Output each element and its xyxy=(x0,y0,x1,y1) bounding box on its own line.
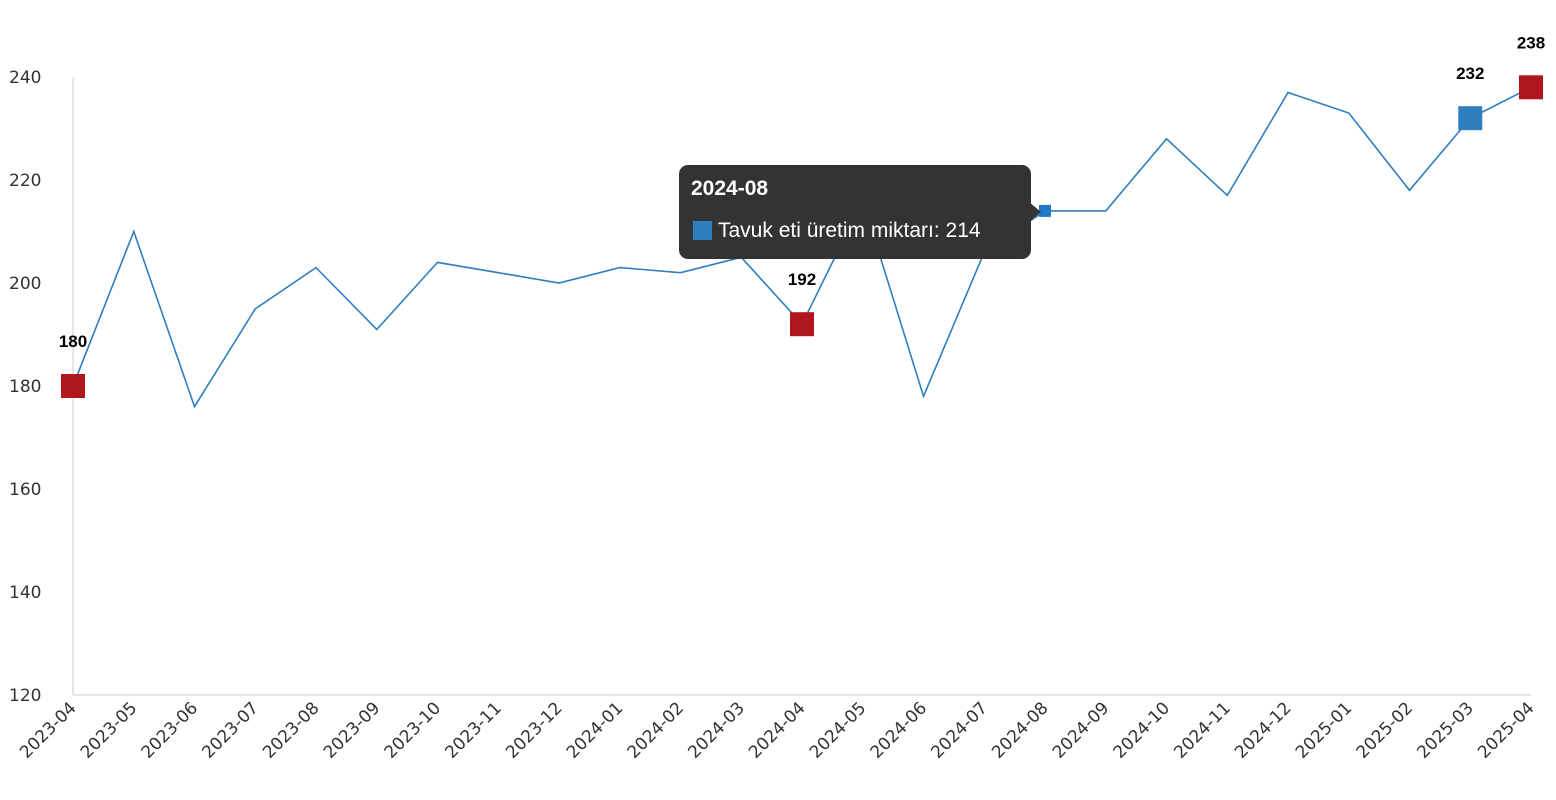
x-tick-label: 2024-08 xyxy=(988,698,1052,762)
x-tick-label: 2023-10 xyxy=(381,698,445,762)
x-tick-label: 2025-03 xyxy=(1413,698,1477,762)
highlight-marker xyxy=(790,312,814,337)
x-tick-label: 2025-02 xyxy=(1353,698,1417,762)
data-label: 232 xyxy=(1456,64,1484,83)
y-tick-label: 240 xyxy=(9,68,41,88)
tooltip-series-swatch xyxy=(693,221,712,240)
x-tick-label: 2023-08 xyxy=(259,698,323,762)
x-tick-label: 2024-09 xyxy=(1049,698,1113,762)
x-tick-label: 2023-05 xyxy=(77,698,141,762)
chart-tooltip: 2024-08 Tavuk eti üretim miktarı: 214 xyxy=(679,165,1031,259)
x-tick-label: 2023-07 xyxy=(198,698,262,762)
x-tick-label: 2024-12 xyxy=(1231,698,1295,762)
tooltip-arrow xyxy=(1029,202,1041,222)
x-tick-label: 2023-06 xyxy=(138,698,202,762)
hover-marker xyxy=(1039,204,1051,217)
y-tick-label: 180 xyxy=(9,377,41,397)
x-tick-label: 2024-04 xyxy=(745,698,809,762)
x-tick-label: 2024-10 xyxy=(1110,698,1174,762)
x-tick-label: 2024-06 xyxy=(867,698,931,762)
data-label: 180 xyxy=(59,332,87,351)
highlight-marker xyxy=(1519,75,1543,100)
y-axis-ticks: 120 140 160 180 200 220 240 xyxy=(9,68,41,706)
y-tick-label: 140 xyxy=(9,583,41,603)
tooltip-title: 2024-08 xyxy=(691,177,769,200)
y-tick-label: 120 xyxy=(9,686,41,706)
data-label: 238 xyxy=(1517,33,1545,52)
highlight-marker xyxy=(61,374,85,398)
x-tick-label: 2024-05 xyxy=(806,698,870,762)
x-tick-label: 2025-01 xyxy=(1292,698,1356,762)
y-tick-label: 220 xyxy=(9,171,41,191)
tooltip-text: Tavuk eti üretim miktarı: 214 xyxy=(718,219,981,242)
x-tick-label: 2024-01 xyxy=(563,698,627,762)
data-label-group: 180 192 232 238 xyxy=(59,33,1545,351)
highlight-marker xyxy=(1458,106,1483,131)
data-label: 192 xyxy=(788,270,816,289)
tooltip-row: Tavuk eti üretim miktarı: 214 xyxy=(693,219,981,243)
marker-group xyxy=(61,75,1543,398)
y-tick-label: 160 xyxy=(9,480,41,500)
x-tick-label: 2024-07 xyxy=(927,698,991,762)
x-tick-label: 2023-09 xyxy=(320,698,384,762)
x-tick-label: 2023-04 xyxy=(16,698,80,762)
x-tick-label: 2023-12 xyxy=(502,698,566,762)
y-tick-label: 200 xyxy=(9,274,41,294)
x-tick-label: 2024-02 xyxy=(624,698,688,762)
x-tick-label: 2025-04 xyxy=(1474,698,1538,762)
x-tick-label: 2024-11 xyxy=(1170,698,1234,762)
x-axis-ticks: 2023-042023-052023-062023-072023-082023-… xyxy=(16,698,1538,762)
x-tick-label: 2023-11 xyxy=(441,698,505,762)
x-tick-label: 2024-03 xyxy=(684,698,748,762)
